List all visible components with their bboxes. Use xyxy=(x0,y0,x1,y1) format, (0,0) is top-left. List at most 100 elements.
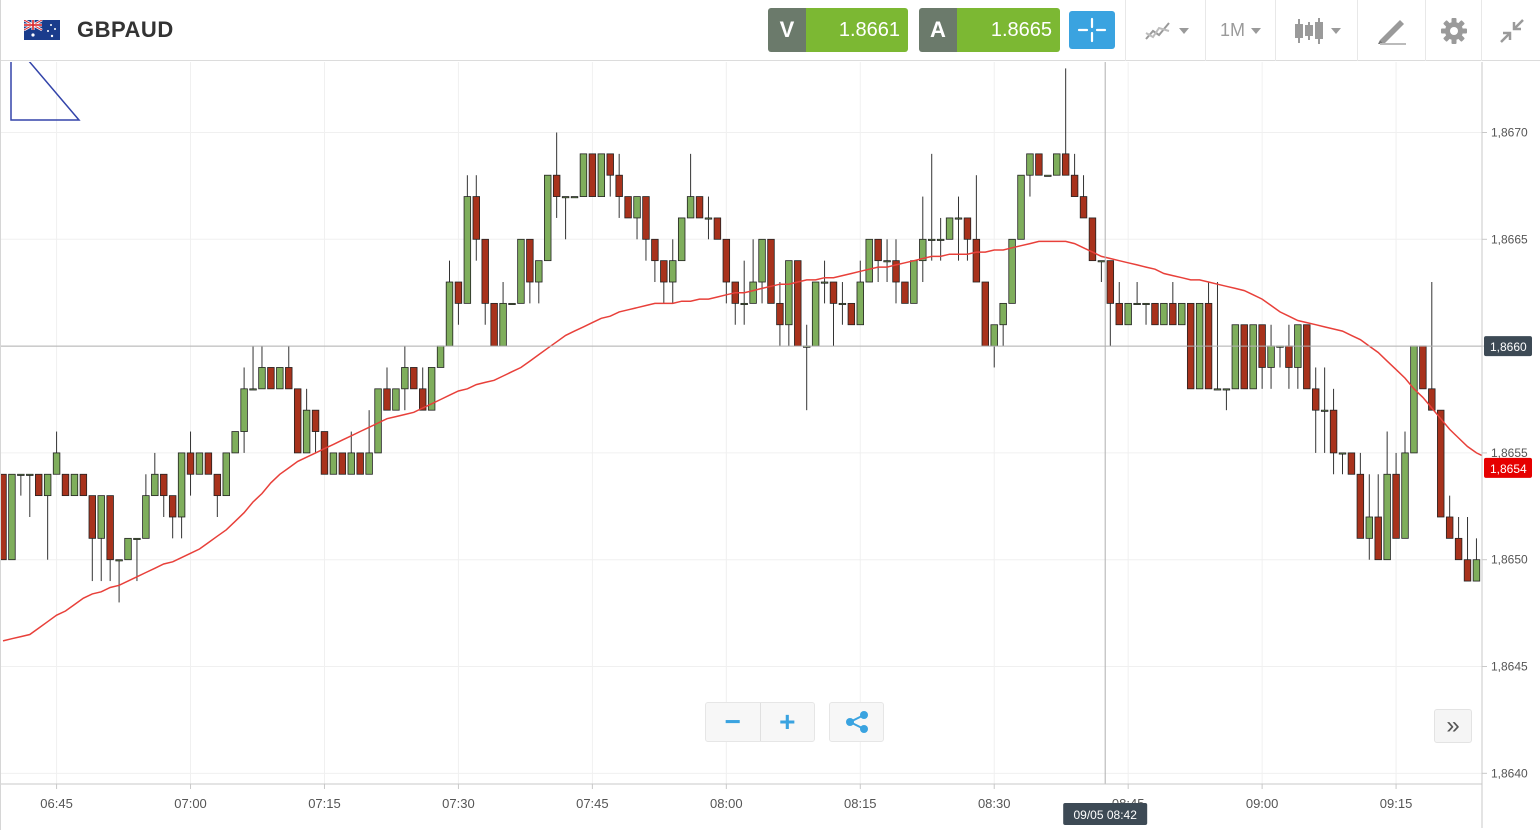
candle xyxy=(749,239,757,304)
candle xyxy=(1213,282,1222,391)
candle xyxy=(410,367,418,390)
candle xyxy=(785,260,793,347)
candle xyxy=(302,388,311,454)
candle xyxy=(26,473,34,517)
candle xyxy=(222,452,230,497)
candle xyxy=(204,452,213,475)
chart-type-button[interactable] xyxy=(1125,0,1205,61)
candle xyxy=(97,495,105,582)
indicators-button[interactable] xyxy=(1275,0,1357,61)
candle xyxy=(231,431,239,454)
candle xyxy=(383,367,391,411)
price-chart[interactable]: 1,8640 1,8645 1,8650 1,8655 1,8660 1,8665 1,86… xyxy=(1,62,1540,830)
candle xyxy=(847,302,856,326)
candle-body-down xyxy=(1151,302,1159,326)
candle xyxy=(901,281,909,304)
candle-body-down xyxy=(1428,388,1436,411)
candle xyxy=(463,175,472,304)
candle xyxy=(481,238,489,325)
drawing-tools-button[interactable] xyxy=(1357,0,1425,61)
candle xyxy=(1142,302,1150,325)
candle-body-down xyxy=(1437,409,1445,518)
candle-body-up xyxy=(1017,174,1025,240)
candle-body-up xyxy=(401,367,409,390)
candle xyxy=(624,196,632,219)
indicators-icon xyxy=(1294,17,1323,44)
candle xyxy=(544,174,552,262)
candle-body-up xyxy=(133,537,141,540)
timeframe-selector[interactable]: 1M xyxy=(1205,0,1275,61)
candle xyxy=(677,217,686,262)
candle xyxy=(1178,302,1186,326)
candle xyxy=(347,431,355,475)
candle-body-up xyxy=(811,281,820,347)
candle xyxy=(1204,282,1213,390)
candle xyxy=(651,238,659,283)
crosshair-button[interactable] xyxy=(1069,11,1115,49)
candle-body-up xyxy=(1133,302,1141,305)
x-tick-label: 07:15 xyxy=(308,796,341,811)
candle xyxy=(240,367,248,453)
candle-body-up xyxy=(249,388,257,391)
candle xyxy=(535,260,543,304)
sell-quote-button[interactable]: V 1.8661 xyxy=(768,8,908,52)
candle xyxy=(910,260,918,304)
candle-body-down xyxy=(588,153,597,197)
crosshair-time-badge-bg xyxy=(1063,803,1148,825)
candle xyxy=(472,175,480,261)
candle-body-down xyxy=(1240,324,1248,390)
zoom-out-button[interactable]: − xyxy=(724,706,741,737)
candle xyxy=(1401,431,1409,539)
candle-body-up xyxy=(195,452,204,475)
zoom-in-button[interactable]: + xyxy=(759,703,815,741)
candle-body-up xyxy=(1124,302,1132,326)
candle-body-up xyxy=(1044,174,1052,177)
candle xyxy=(606,153,614,197)
y-tick-label: 1,8640 xyxy=(1491,766,1528,780)
drawing-tools-icon xyxy=(1377,19,1406,45)
candle xyxy=(1347,452,1356,475)
candle xyxy=(1320,367,1329,453)
candle xyxy=(865,238,873,283)
candle-body-up xyxy=(1222,388,1231,391)
candle-body-down xyxy=(847,302,856,326)
x-tick-label: 08:30 xyxy=(978,796,1011,811)
candle xyxy=(61,473,70,497)
candle xyxy=(615,153,623,218)
sell-side-label: V xyxy=(768,8,806,52)
candle-body-up xyxy=(1160,302,1168,326)
collapse-button[interactable] xyxy=(1481,0,1540,61)
scroll-right-button[interactable]: » xyxy=(1434,709,1472,743)
candle-body-up xyxy=(633,196,641,219)
x-tick-label: 07:30 xyxy=(442,796,475,811)
candle-body-up xyxy=(1053,153,1061,176)
candle-body-up xyxy=(151,473,159,497)
candle xyxy=(267,367,275,390)
candle xyxy=(981,281,989,347)
settings-icon xyxy=(1440,17,1467,44)
crosshair-icon xyxy=(1077,17,1107,43)
candle-body-up xyxy=(97,495,105,539)
candle xyxy=(1285,324,1293,389)
x-tick-label: 08:00 xyxy=(710,796,743,811)
candle-body-up xyxy=(427,367,436,411)
candle xyxy=(517,238,525,304)
candle-body-down xyxy=(285,367,293,390)
candle xyxy=(1472,538,1481,582)
candle xyxy=(919,196,927,283)
candle xyxy=(133,537,141,582)
candle xyxy=(1026,153,1034,197)
candle xyxy=(499,282,507,347)
candle-body-up xyxy=(8,473,16,561)
triangle-drawing[interactable] xyxy=(10,62,81,121)
candle xyxy=(579,153,588,197)
candle xyxy=(8,473,16,561)
candle xyxy=(838,282,847,325)
buy-side-label: A xyxy=(919,8,957,52)
settings-button[interactable] xyxy=(1425,0,1481,61)
buy-quote-button[interactable]: A 1.8665 xyxy=(919,8,1060,52)
candle-body-up xyxy=(1097,260,1106,263)
share-button[interactable] xyxy=(829,702,884,742)
candle xyxy=(1463,516,1472,582)
